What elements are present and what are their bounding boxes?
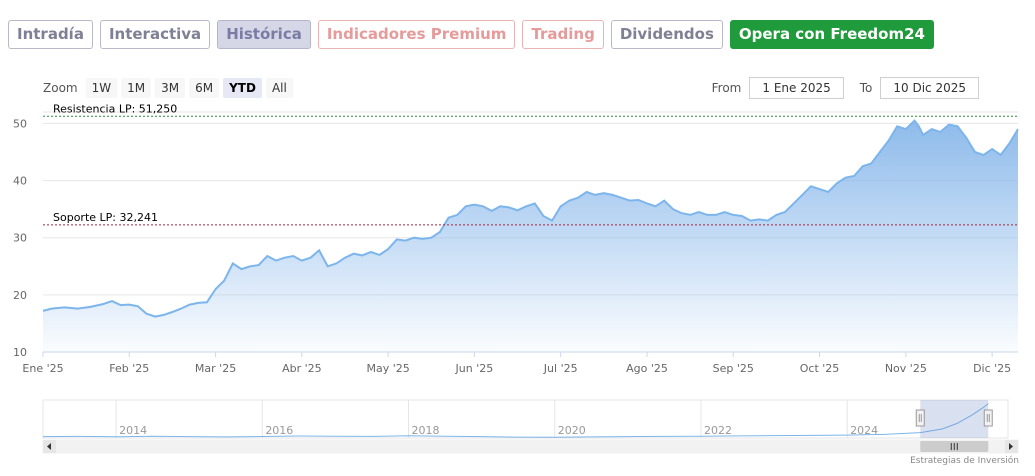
zoom-label: Zoom — [43, 81, 78, 95]
y-tick-label: 40 — [13, 175, 27, 188]
arrow-left-icon — [47, 443, 51, 450]
zoom-1m-button[interactable]: 1M — [121, 78, 152, 98]
arrow-right-icon — [1009, 443, 1013, 450]
x-tick-label: Jul '25 — [543, 362, 578, 375]
x-tick-label: May '25 — [366, 362, 409, 375]
tab-interactiva[interactable]: Interactiva — [99, 20, 211, 49]
price-area — [43, 120, 1018, 352]
navigator-scrollbar[interactable] — [42, 439, 1019, 454]
support-label: Soporte LP: 32,241 — [53, 211, 158, 224]
resistance-label: Resistencia LP: 51,250 — [53, 102, 177, 115]
zoom-3m-button[interactable]: 3M — [155, 78, 186, 98]
date-range: From 1 Ene 2025 To 10 Dic 2025 — [712, 77, 979, 99]
chart-credit: Estrategias de Inversión — [910, 456, 1019, 466]
price-line — [42, 119, 1019, 318]
navigator-year-label: 2014 — [119, 424, 147, 437]
x-tick-label: Mar '25 — [195, 362, 236, 375]
navigator-grid: 2014 2016 2018 2020 2022 2024 — [115, 400, 878, 438]
navigator-year-label: 2022 — [704, 424, 732, 437]
level-annotations: Resistencia LP: 51,250 Soporte LP: 32,241 — [43, 102, 1018, 226]
opera-freedom24-button[interactable]: Opera con Freedom24 — [729, 20, 934, 49]
zoom-1w-button[interactable]: 1W — [85, 78, 118, 98]
x-tick-label: Nov '25 — [885, 362, 927, 375]
navigator-handle[interactable] — [915, 409, 925, 427]
navigator-year-label: 2016 — [265, 424, 293, 437]
from-date-input[interactable]: 1 Ene 2025 — [749, 77, 844, 99]
y-tick-label: 30 — [13, 232, 27, 245]
navigator-year-label: 2018 — [412, 424, 440, 437]
navigator-year-label: 2024 — [850, 424, 878, 437]
tab-bar: Intradía Interactiva Histórica Indicador… — [8, 20, 934, 49]
x-tick-label: Dic '25 — [973, 362, 1011, 375]
zoom-all-button[interactable]: All — [265, 78, 293, 98]
navigator-handles[interactable] — [915, 409, 993, 427]
x-tick-label: Ago '25 — [626, 362, 668, 375]
to-label: To — [859, 81, 873, 95]
x-tick-label: Jun '25 — [455, 362, 494, 375]
x-tick-label: Sep '25 — [713, 362, 754, 375]
x-tick-label: Ene '25 — [22, 362, 63, 375]
y-axis: 10 20 30 40 50 — [13, 117, 27, 359]
y-tick-label: 10 — [13, 346, 27, 359]
navigator-series — [42, 403, 989, 438]
x-tick-label: Abr '25 — [282, 362, 322, 375]
navigator-year-label: 2020 — [558, 424, 586, 437]
tab-dividendos[interactable]: Dividendos — [610, 20, 723, 49]
navigator[interactable]: 2014 2016 2018 2020 2022 2024 — [42, 399, 1019, 454]
x-axis: Ene '25 Feb '25 Mar '25 Abr '25 May '25 Jun '… — [22, 352, 1011, 375]
zoom-selector: Zoom 1W 1M 3M 6M YTD All — [43, 78, 293, 98]
x-tick-label: Feb '25 — [109, 362, 149, 375]
zoom-ytd-button[interactable]: YTD — [223, 78, 262, 98]
from-label: From — [711, 81, 742, 95]
tab-historica[interactable]: Histórica — [217, 20, 311, 49]
zoom-6m-button[interactable]: 6M — [189, 78, 220, 98]
tab-indicadores-premium[interactable]: Indicadores Premium — [317, 20, 516, 49]
scrollbar-track[interactable] — [42, 439, 1019, 454]
navigator-selection[interactable] — [920, 400, 989, 438]
y-tick-label: 50 — [13, 117, 27, 130]
navigator-handle[interactable] — [983, 409, 993, 427]
y-tick-label: 20 — [13, 289, 27, 302]
tab-intradia[interactable]: Intradía — [8, 20, 93, 49]
to-date-input[interactable]: 10 Dic 2025 — [880, 77, 979, 99]
tab-trading[interactable]: Trading — [522, 20, 604, 49]
x-tick-label: Oct '25 — [800, 362, 840, 375]
